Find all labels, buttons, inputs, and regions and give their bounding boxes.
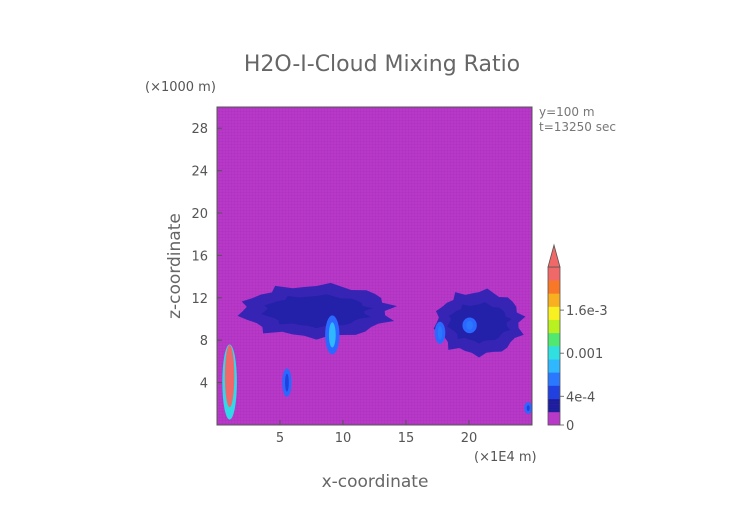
annotation-t: t=13250 sec (539, 120, 616, 134)
colorbar-swatch (548, 280, 560, 294)
x-tick-label: 15 (398, 431, 415, 446)
cloud-features (222, 282, 533, 420)
colorbar-label: 0.001 (566, 347, 603, 362)
colorbar-swatch (548, 267, 560, 281)
feature-anvil-cloud-right (433, 288, 526, 358)
colorbar-swatch (548, 346, 560, 360)
y-tick-label: 20 (191, 207, 208, 222)
y-tick-label: 12 (191, 292, 208, 307)
colorbar-arrow (547, 243, 561, 268)
colorbar-label: 0 (566, 419, 574, 434)
colorbar-label: 4e-4 (566, 390, 595, 405)
colorbar-swatch (548, 332, 560, 347)
feature-spot-x24.7 (524, 402, 533, 414)
colorbar-swatch (548, 385, 560, 399)
feature-anvil-cloud-left (237, 282, 398, 340)
feature-core-x9 (325, 315, 340, 355)
feature-column-x5.5 (282, 368, 292, 397)
x-axis-label: x-coordinate (322, 472, 429, 492)
colorbar-swatch (548, 319, 560, 334)
plot-grid-texture (217, 107, 532, 425)
x-axis-ticks: 5 10 15 20 (276, 420, 477, 446)
y-tick-label: 16 (191, 249, 208, 264)
x-tick-label: 10 (335, 431, 352, 446)
annotation-y: y=100 m (539, 105, 595, 119)
colorbar-swatch (548, 372, 560, 386)
chart-title: H2O-I-Cloud Mixing Ratio (244, 52, 520, 77)
feature-core-x20 (462, 317, 477, 334)
y-tick-label: 28 (191, 122, 208, 137)
y-tick-label: 8 (200, 334, 208, 349)
plot-area (216, 106, 533, 426)
colorbar-swatch (548, 293, 560, 307)
y-tick-label: 24 (191, 165, 208, 180)
x-tick-label: 5 (276, 431, 284, 446)
colorbar-swatch (548, 306, 560, 320)
colorbar: 0 4e-4 0.001 1.6e-3 (547, 243, 608, 434)
feature-column-x1 (222, 344, 237, 420)
colorbar-label: 1.6e-3 (566, 304, 608, 319)
y-axis-units: (×1000 m) (145, 80, 216, 95)
x-tick-label: 20 (461, 431, 478, 446)
colorbar-swatch (548, 411, 560, 426)
y-tick-label: 4 (200, 377, 208, 392)
feature-core-x18 (434, 321, 446, 344)
colorbar-swatch (548, 359, 560, 373)
plot-frame (216, 106, 533, 426)
x-axis-units: (×1E4 m) (474, 450, 537, 465)
y-axis-label: z-coordinate (165, 213, 185, 319)
y-axis-ticks: 4 8 12 16 20 24 28 (191, 122, 222, 392)
